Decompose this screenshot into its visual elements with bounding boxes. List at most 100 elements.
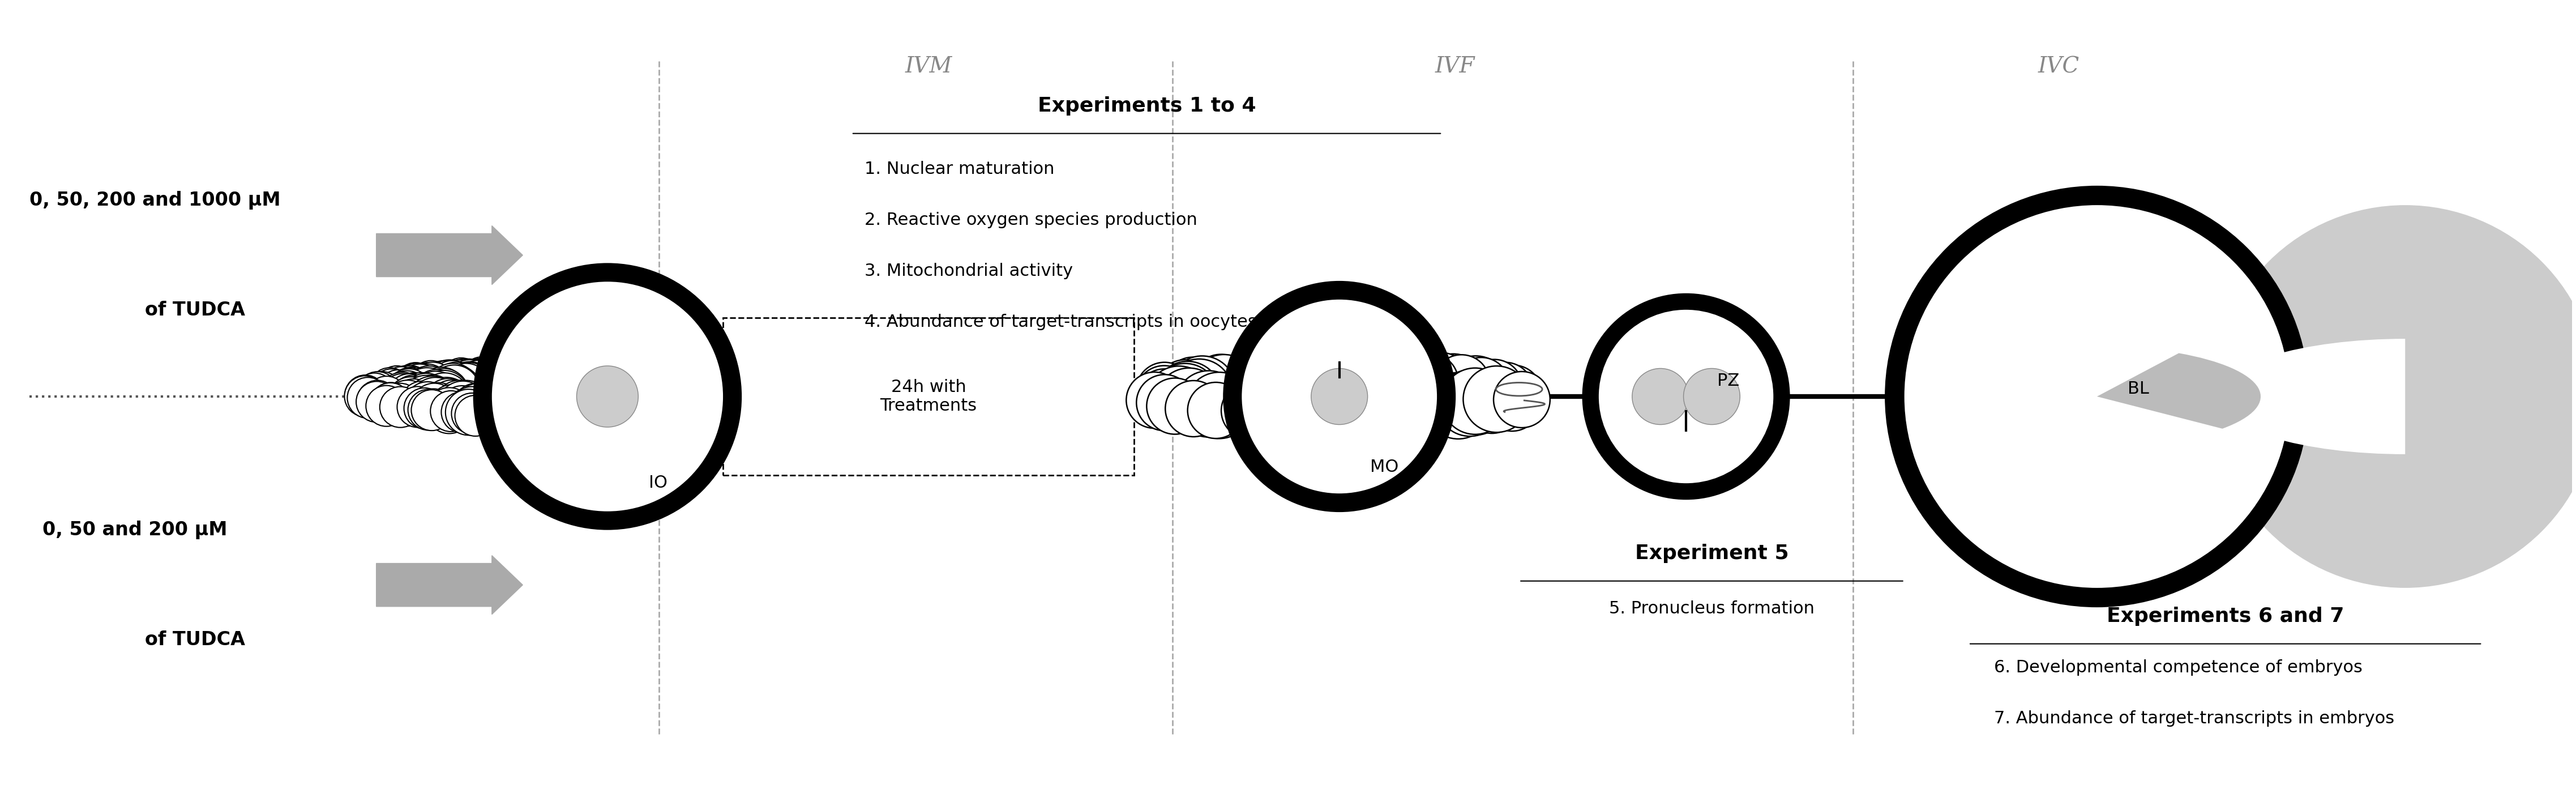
Ellipse shape [788,385,829,426]
Ellipse shape [549,356,590,396]
Ellipse shape [742,363,788,408]
Ellipse shape [768,361,809,402]
Ellipse shape [438,381,489,432]
Ellipse shape [355,381,397,422]
Ellipse shape [685,358,737,410]
Ellipse shape [781,379,827,425]
Ellipse shape [1360,377,1427,444]
Ellipse shape [750,367,801,418]
Ellipse shape [608,355,654,401]
Ellipse shape [448,387,495,432]
Ellipse shape [536,393,582,439]
Ellipse shape [1167,359,1231,425]
Ellipse shape [422,361,464,401]
Ellipse shape [796,374,842,419]
Ellipse shape [1443,356,1510,422]
Ellipse shape [531,354,572,395]
Ellipse shape [1463,377,1520,433]
Ellipse shape [407,362,448,404]
Ellipse shape [791,372,837,418]
Ellipse shape [572,386,621,437]
Ellipse shape [688,358,739,410]
Ellipse shape [420,377,471,428]
Ellipse shape [554,354,595,395]
Ellipse shape [567,354,613,400]
Ellipse shape [407,376,459,427]
Ellipse shape [744,366,796,418]
Ellipse shape [366,376,407,417]
Ellipse shape [729,392,770,432]
Ellipse shape [425,388,471,434]
Ellipse shape [417,370,469,421]
Ellipse shape [719,362,770,413]
Ellipse shape [453,383,505,435]
Ellipse shape [701,384,752,435]
Ellipse shape [783,381,827,427]
Ellipse shape [1468,364,1535,430]
Ellipse shape [1904,205,2290,588]
Ellipse shape [440,358,482,399]
Ellipse shape [696,357,737,398]
Ellipse shape [1337,352,1394,408]
Ellipse shape [608,354,659,405]
Ellipse shape [546,397,587,438]
Ellipse shape [577,353,623,399]
Ellipse shape [536,354,582,400]
Ellipse shape [440,363,492,415]
Ellipse shape [796,383,837,424]
Ellipse shape [1342,385,1399,442]
Ellipse shape [1381,375,1445,442]
Ellipse shape [1157,360,1213,416]
Ellipse shape [659,355,711,407]
Ellipse shape [626,393,672,439]
Ellipse shape [1278,385,1334,442]
Ellipse shape [1164,357,1221,413]
Ellipse shape [811,384,853,424]
Ellipse shape [729,387,775,433]
Ellipse shape [729,381,781,432]
Ellipse shape [551,393,598,439]
Ellipse shape [1448,379,1504,435]
Ellipse shape [706,357,752,403]
Ellipse shape [1399,374,1466,440]
Ellipse shape [701,358,752,410]
Ellipse shape [495,385,546,437]
Ellipse shape [690,358,737,404]
Ellipse shape [1278,352,1332,408]
Ellipse shape [482,356,533,408]
Ellipse shape [1226,376,1293,442]
Ellipse shape [1154,362,1221,427]
Text: Experiments 1 to 4: Experiments 1 to 4 [1038,97,1257,116]
Text: 6. Developmental competence of embryos: 6. Developmental competence of embryos [1994,659,2362,676]
Ellipse shape [719,361,765,407]
Ellipse shape [680,385,732,436]
Ellipse shape [526,357,577,408]
Ellipse shape [513,355,559,401]
Ellipse shape [544,355,585,396]
Ellipse shape [1334,349,1401,416]
Ellipse shape [608,398,649,439]
Ellipse shape [1685,369,1739,424]
Ellipse shape [1453,358,1510,414]
FancyArrow shape [376,226,523,285]
Ellipse shape [605,393,652,439]
Ellipse shape [510,392,556,438]
Ellipse shape [526,393,569,439]
Ellipse shape [559,354,605,400]
Ellipse shape [804,366,845,407]
Ellipse shape [750,361,796,407]
Ellipse shape [371,382,412,423]
Ellipse shape [1466,359,1522,416]
Ellipse shape [778,389,819,429]
Ellipse shape [384,380,430,426]
Ellipse shape [675,355,721,401]
Ellipse shape [783,367,824,408]
Ellipse shape [587,355,639,406]
Ellipse shape [430,361,477,407]
Ellipse shape [366,385,407,427]
Ellipse shape [659,357,701,397]
Ellipse shape [446,359,492,405]
Ellipse shape [404,366,453,417]
Ellipse shape [760,366,806,412]
Ellipse shape [744,375,796,427]
